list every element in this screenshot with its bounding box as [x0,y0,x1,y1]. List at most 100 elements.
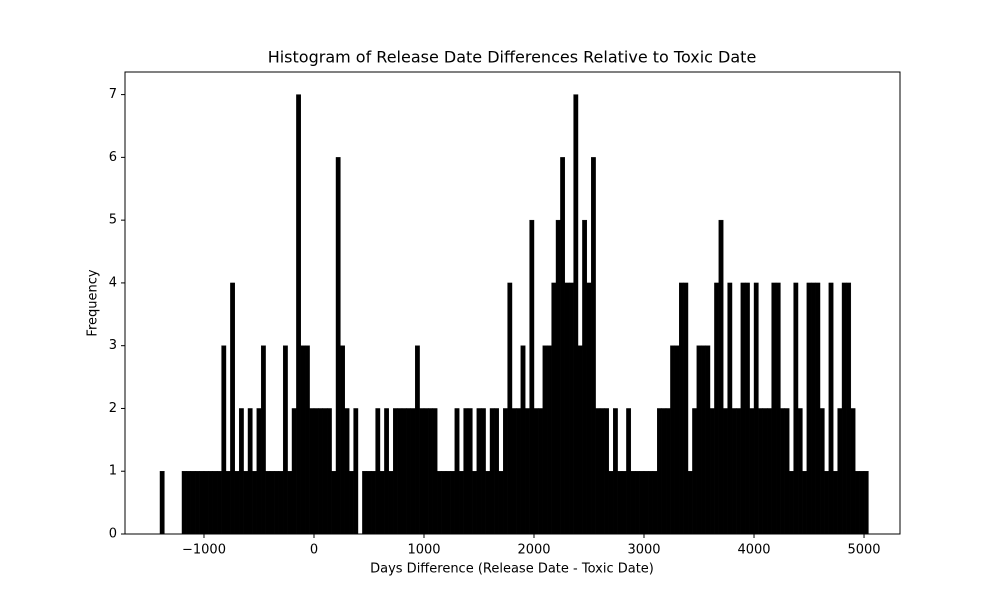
bar [771,282,777,535]
bar [613,408,618,535]
bar [406,408,411,535]
bar [216,471,222,535]
bar [186,471,191,535]
bar [423,408,429,535]
bar [340,345,345,535]
bar [287,471,293,535]
x-tick-label: 4000 [737,543,770,558]
bar [221,345,227,535]
bar [318,408,323,535]
bar [265,471,271,535]
bar [679,282,684,535]
bar [432,408,438,535]
bar [661,408,667,535]
bar [533,408,539,535]
bar [489,408,495,535]
bar [375,408,381,535]
bar [159,471,165,535]
x-tick-label: 2000 [517,543,550,558]
bar [753,282,759,535]
y-tick-label: 2 [109,401,117,416]
bar [569,282,574,535]
y-axis-label: Frequency [86,269,101,336]
bar [547,345,552,535]
bar [459,471,464,535]
bar [190,471,196,535]
bar [833,471,838,535]
bar [797,408,803,535]
bar [181,471,187,535]
x-tick-label: 0 [310,543,318,558]
bar [507,282,513,535]
bar [476,408,482,535]
y-tick-label: 0 [109,527,117,542]
y-tick-label: 4 [109,275,117,290]
bar [577,345,583,535]
bar [604,408,610,535]
bar [740,282,746,535]
bar [516,408,522,535]
bar [749,408,755,535]
bar [841,282,847,535]
bar [762,408,768,535]
bar [525,408,530,535]
bar [309,408,315,535]
bar [828,282,834,535]
bar [674,345,680,535]
bar [767,408,772,535]
bar [859,471,865,535]
bar [863,471,869,535]
bar [494,408,500,535]
bar [599,408,605,535]
bar [850,408,856,535]
bar [467,408,473,535]
bar [199,471,205,535]
bar [414,345,420,535]
bar [331,471,337,535]
bar [701,345,706,535]
bar [789,471,794,535]
bar [463,408,469,535]
x-tick-label: 3000 [627,543,660,558]
bar [401,408,407,535]
x-tick-label: −1000 [182,543,226,558]
bar [498,471,504,535]
y-tick-label: 1 [109,464,117,479]
bar [621,471,627,535]
bar [709,408,715,535]
bar [819,408,825,535]
bar [208,471,213,535]
bar [692,408,698,535]
bar [617,471,623,535]
bar [256,408,262,535]
bar [824,471,830,535]
bar [687,471,693,535]
bar [586,282,592,535]
bar [441,471,447,535]
bar [683,282,689,535]
bar [723,408,728,535]
x-tick-label: 5000 [847,543,880,558]
x-tick-label: 1000 [407,543,440,558]
bar [573,94,579,535]
bar [243,471,249,535]
bar [247,408,253,535]
y-tick-label: 7 [109,87,117,102]
bar [278,471,284,535]
bar [714,282,720,535]
bar [745,282,750,535]
bar [648,471,654,535]
bar [260,345,266,535]
bar [846,282,852,535]
bar [529,219,535,535]
bar [194,471,200,535]
bar [811,282,816,535]
bar [626,408,632,535]
bar [445,471,451,535]
bar [366,471,372,535]
bar [410,408,416,535]
bar [784,408,790,535]
bar [362,471,367,535]
bar [454,408,460,535]
x-axis-label: Days Difference (Release Date - Toxic Da… [370,562,654,577]
